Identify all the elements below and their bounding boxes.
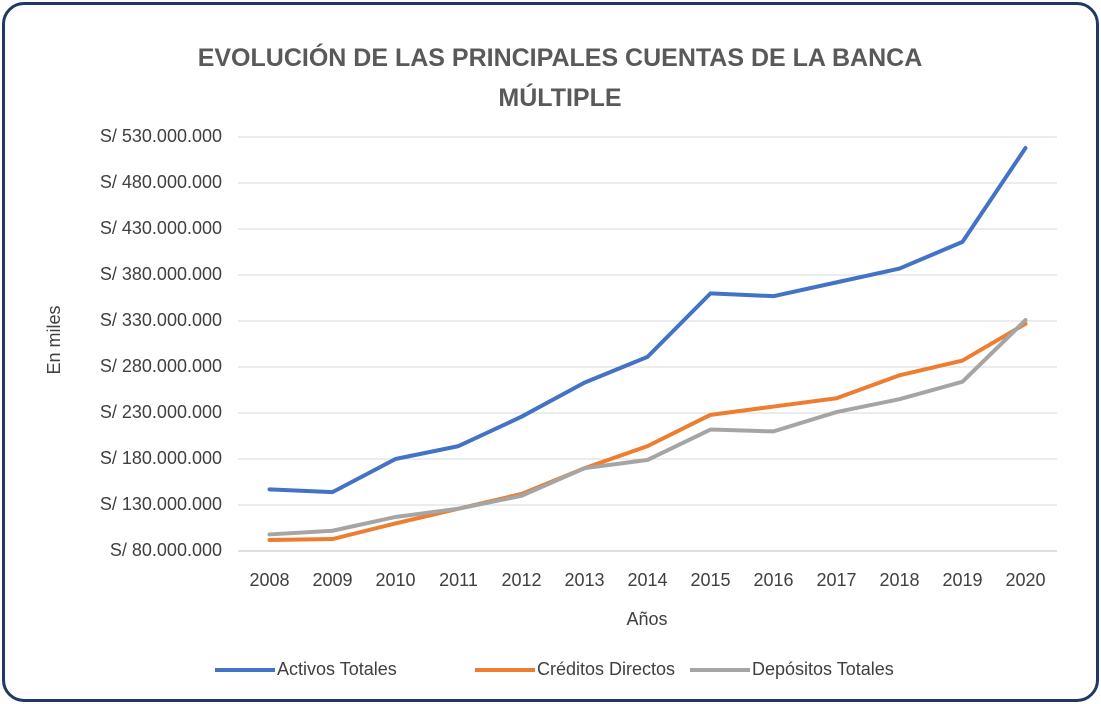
series-line [267,318,1028,537]
x-axis-label: Años [626,609,667,629]
legend-label: Activos Totales [277,659,397,679]
y-tick-label: S/ 480.000.000 [100,172,222,192]
x-tick-label: 2012 [501,570,541,590]
series-line [267,146,1028,495]
x-tick-label: 2019 [942,570,982,590]
x-tick-label: 2013 [564,570,604,590]
series-line [267,321,1028,542]
x-tick-label: 2011 [439,570,478,590]
y-tick-label: S/ 130.000.000 [100,494,222,514]
x-tick-label: 2015 [690,570,730,590]
x-tick-label: 2009 [312,570,352,590]
legend-label: Depósitos Totales [752,659,894,679]
x-tick-label: 2020 [1005,570,1045,590]
y-tick-label: S/ 80.000.000 [110,540,222,560]
y-tick-label: S/ 530.000.000 [100,126,222,146]
legend-label: Créditos Directos [537,659,675,679]
y-tick-label: S/ 380.000.000 [100,264,222,284]
y-axis-label: En miles [44,305,64,374]
x-tick-label: 2008 [249,570,289,590]
x-tick-label: 2014 [627,570,667,590]
x-tick-label: 2010 [375,570,415,590]
x-tick-label: 2018 [879,570,919,590]
y-tick-label: S/ 280.000.000 [100,356,222,376]
x-tick-label: 2016 [753,570,793,590]
x-tick-label: 2017 [816,570,856,590]
chart-title: EVOLUCIÓN DE LAS PRINCIPALES CUENTAS DE … [197,44,923,112]
y-tick-label: S/ 230.000.000 [100,402,222,422]
y-tick-label: S/ 430.000.000 [100,218,222,238]
y-tick-label: S/ 180.000.000 [100,448,222,468]
y-tick-label: S/ 330.000.000 [100,310,222,330]
